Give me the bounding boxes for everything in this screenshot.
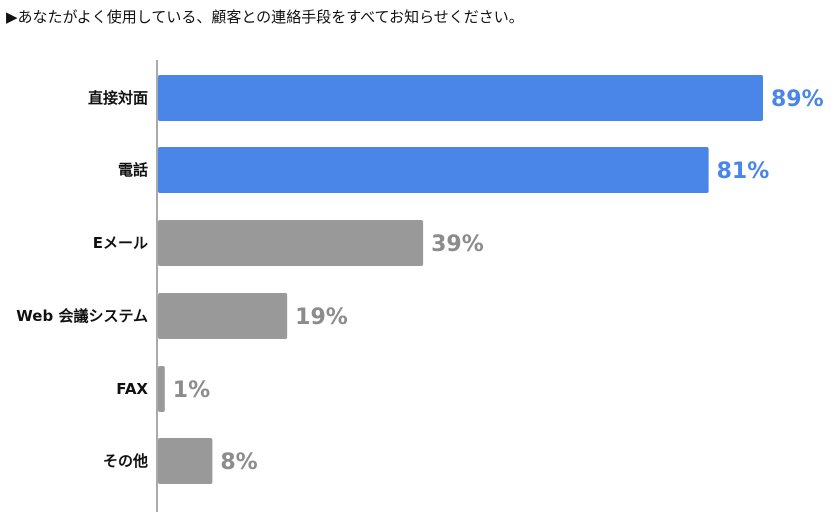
bar (158, 366, 165, 412)
bar (158, 147, 709, 193)
value-label: 1% (173, 378, 210, 403)
bar (158, 75, 763, 121)
category-label: Eメール (93, 234, 148, 252)
value-label: 8% (220, 450, 257, 475)
value-label: 89% (771, 87, 824, 112)
bar (158, 438, 213, 484)
bar (158, 293, 288, 339)
value-label: 81% (717, 159, 770, 184)
category-label: FAX (116, 380, 148, 398)
bar (158, 220, 424, 266)
value-label: 39% (431, 232, 484, 257)
category-label: Web 会議システム (16, 307, 148, 325)
category-label: 電話 (118, 161, 148, 179)
category-label: 直接対面 (88, 89, 148, 107)
chart-title: ▶あなたがよく使用している、顧客との連絡手段をすべてお知らせください。 (6, 8, 524, 26)
category-label: その他 (103, 452, 148, 470)
value-label: 19% (295, 305, 348, 330)
